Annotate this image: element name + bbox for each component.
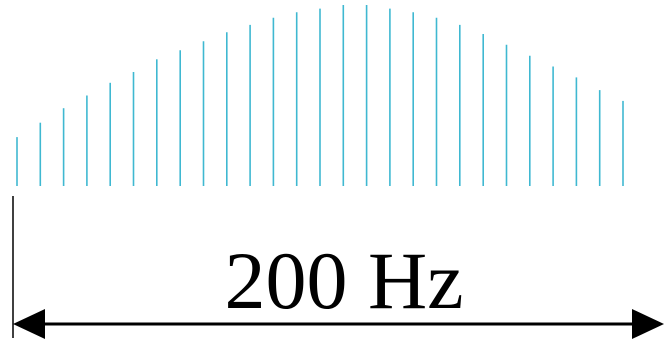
subcarrier-spectrum bbox=[16, 5, 624, 186]
arrow-head-left bbox=[13, 309, 45, 339]
arrow-head-right bbox=[632, 309, 664, 339]
bandwidth-arrow bbox=[13, 309, 664, 339]
bandwidth-label: 200 Hz bbox=[224, 235, 463, 326]
